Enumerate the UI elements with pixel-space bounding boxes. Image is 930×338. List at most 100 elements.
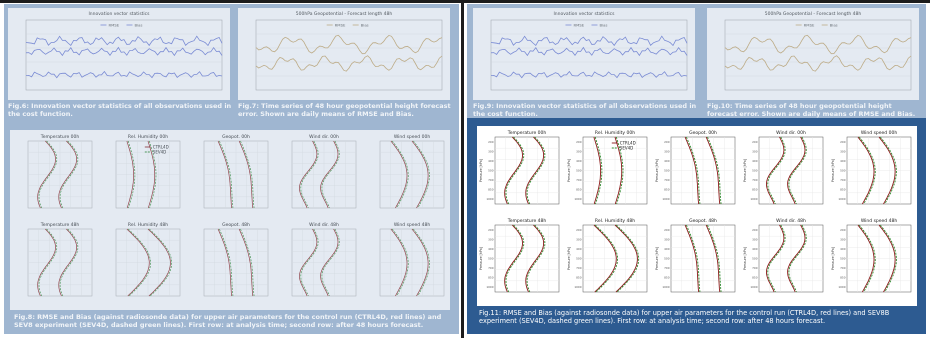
subplot-title: Temperature 48h (507, 218, 547, 224)
fig10-caption: Fig.10: Time series of 48 hour geopotent… (707, 102, 916, 118)
sev4d-profile-line (413, 228, 430, 297)
pane-divider (461, 0, 464, 338)
sev4d-profile-line (300, 228, 319, 297)
y-tick-label: 300 (664, 149, 670, 153)
y-tick-label: 300 (488, 149, 494, 153)
y-tick-label: 300 (840, 237, 846, 241)
ctrl4d-profile-line (299, 228, 318, 297)
y-axis-label: Pressure [hPa] (479, 247, 483, 270)
y-tick-label: 200 (752, 228, 758, 232)
y-axis-label: Pressure [hPa] (743, 247, 747, 270)
sev4d-profile-line (219, 228, 234, 297)
y-tick-label: 200 (488, 228, 494, 232)
y-tick-label: 300 (840, 149, 846, 153)
left-slide-pane: Innovation vector statistics RMSE Bias Fig… (4, 4, 459, 334)
ctrl4d-profile-line (787, 136, 806, 205)
y-tick-label: 400 (664, 247, 670, 251)
legend-label: RMSE (573, 23, 584, 28)
y-tick-label: 200 (664, 228, 670, 232)
y-tick-label: 850 (488, 188, 494, 192)
y-axis-label: Pressure [hPa] (655, 247, 659, 270)
ctrl4d-profile-line (705, 136, 721, 205)
ctrl4d-profile-line (614, 136, 623, 205)
rmse-line (255, 34, 443, 55)
plot-title: Innovation vector statistics (553, 11, 615, 17)
subplot-title: Geopot. 00h (222, 134, 250, 140)
sev4d-profile-line (879, 224, 897, 293)
subplot-title: Rel. Humidity 48h (595, 218, 635, 224)
y-tick-label: 200 (840, 228, 846, 232)
sev4d-profile-line (240, 140, 255, 209)
y-tick-label: 700 (752, 266, 758, 270)
y-tick-label: 200 (576, 140, 582, 144)
fig8-plot-grid: Temperature 00h Rel. Humidity 00h CTRL4D SE… (10, 130, 450, 310)
plot-frame (490, 19, 688, 91)
sev4d-profile-line (59, 140, 79, 209)
ctrl4d-profile-line (684, 136, 700, 205)
y-tick-label: 1000 (838, 285, 845, 289)
y-axis-label: Pressure [hPa] (743, 159, 747, 182)
bias-line (25, 70, 223, 79)
ctrl4d-profile-line (238, 140, 254, 209)
y-tick-label: 1000 (574, 197, 581, 201)
y-tick-label: 400 (752, 159, 758, 163)
legend-label: Bias (134, 23, 142, 28)
y-tick-label: 1000 (486, 285, 493, 289)
y-tick-label: 850 (840, 276, 846, 280)
ctrl4d-profile-line (320, 228, 339, 297)
subplot-title: Wind dir. 00h (309, 134, 339, 140)
ctrl4d-profile-line (878, 136, 896, 205)
ctrl4d-profile-line (593, 136, 602, 205)
y-tick-label: 400 (576, 159, 582, 163)
subplot-title: Wind speed 00h (861, 130, 897, 136)
plot-frame (25, 19, 223, 91)
sev4d-profile-line (685, 224, 701, 293)
y-tick-label: 500 (664, 169, 670, 173)
sev4d-profile-line (788, 224, 807, 293)
sev4d-profile-line (240, 228, 255, 297)
y-tick-label: 400 (488, 159, 494, 163)
subplot-title: Wind dir. 48h (776, 218, 806, 224)
ctrl4d-profile-line (126, 228, 150, 297)
y-tick-label: 1000 (838, 197, 845, 201)
sev4d-profile-line (707, 136, 722, 205)
fig9-caption: Fig.9: Innovation vector statistics of a… (473, 102, 697, 118)
sev4d-profile-line (526, 136, 546, 205)
fig6-plot: Innovation vector statistics RMSE Bias (8, 8, 230, 100)
ctrl4d-profile-line (58, 140, 77, 209)
y-axis-label: Pressure [hPa] (479, 159, 483, 182)
sev4d-profile-line (505, 136, 525, 205)
subplot-title: Temperature 48h (40, 222, 80, 228)
ctrl4d-profile-line (614, 224, 638, 293)
subplot-title: Geopot. 00h (689, 130, 717, 136)
legend-label: CTRL4D (153, 145, 169, 150)
y-axis-label: Pressure [hPa] (567, 247, 571, 270)
legend-label: RMSE (804, 23, 815, 28)
y-tick-label: 300 (576, 149, 582, 153)
y-tick-label: 500 (488, 257, 494, 261)
ctrl4d-profile-line (411, 140, 429, 209)
fig7-caption: Fig.7: Time series of 48 hour geopotenti… (238, 102, 451, 118)
fig6-caption: Fig.6: Innovation vector statistics of a… (8, 102, 232, 118)
sev4d-profile-line (788, 136, 807, 205)
fig8-caption: Fig.8: RMSE and Bias (against radiosonde… (14, 313, 442, 329)
y-tick-label: 700 (488, 266, 494, 270)
top-border (0, 0, 930, 3)
y-tick-label: 700 (840, 178, 846, 182)
y-tick-label: 200 (488, 140, 494, 144)
ctrl4d-profile-line (217, 228, 233, 297)
subplot-title: Rel. Humidity 48h (128, 222, 168, 228)
subplot-title: Temperature 00h (40, 134, 80, 140)
sev4d-profile-line (879, 136, 897, 205)
y-tick-label: 200 (664, 140, 670, 144)
legend-label: SEV4D (153, 150, 166, 155)
y-tick-label: 200 (840, 140, 846, 144)
y-tick-label: 500 (840, 169, 846, 173)
y-tick-label: 300 (752, 237, 758, 241)
y-tick-label: 1000 (574, 285, 581, 289)
y-tick-label: 850 (576, 188, 582, 192)
plot-title: 500hPa Geopotential - Forecast length 48… (296, 11, 393, 17)
y-tick-label: 400 (840, 159, 846, 163)
legend-label: Bias (361, 23, 369, 28)
y-tick-label: 500 (752, 169, 758, 173)
